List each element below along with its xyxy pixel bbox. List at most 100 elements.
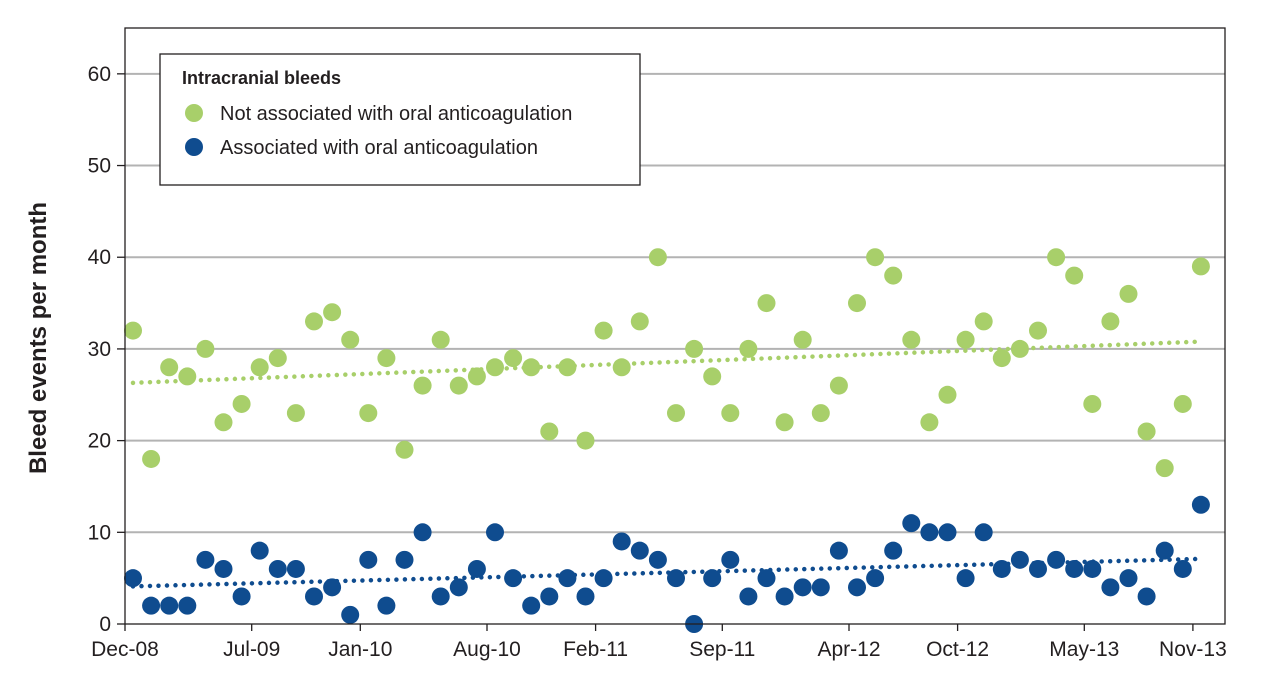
data-point-series-1 xyxy=(685,339,704,358)
data-point-series-1 xyxy=(884,266,903,285)
data-point-series-2 xyxy=(594,569,613,588)
legend-marker-associated xyxy=(185,138,203,156)
data-point-series-2 xyxy=(630,541,649,560)
data-point-series-1 xyxy=(956,330,975,349)
data-point-series-1 xyxy=(648,248,667,267)
data-point-series-2 xyxy=(648,550,667,569)
data-point-series-2 xyxy=(142,596,161,615)
data-points xyxy=(124,248,1210,633)
data-point-series-1 xyxy=(1101,312,1120,331)
data-point-series-2 xyxy=(1191,495,1210,514)
data-point-series-2 xyxy=(504,569,523,588)
y-axis-title: Bleed events per month xyxy=(25,202,52,474)
data-point-series-2 xyxy=(558,569,577,588)
data-point-series-2 xyxy=(1083,559,1102,578)
data-point-series-2 xyxy=(449,578,468,597)
y-tick-label: 30 xyxy=(88,338,111,361)
x-tick-label: Dec-08 xyxy=(91,638,159,661)
x-tick-label: Apr-12 xyxy=(817,638,880,661)
data-point-series-1 xyxy=(594,321,613,340)
data-point-series-1 xyxy=(1010,339,1029,358)
data-point-series-2 xyxy=(902,514,921,533)
data-point-series-1 xyxy=(504,349,523,368)
data-point-series-2 xyxy=(323,578,342,597)
data-point-series-2 xyxy=(486,523,504,542)
data-point-series-1 xyxy=(467,367,486,386)
axes: 0 10 20 30 40 50 60 Dec-08 Jul-09 Jan-10 Aug-10 Feb… xyxy=(88,63,1227,661)
y-tick-label: 40 xyxy=(88,246,111,269)
data-point-series-2 xyxy=(848,578,866,597)
data-point-series-2 xyxy=(1101,578,1120,597)
data-point-series-1 xyxy=(232,394,251,413)
data-point-series-2 xyxy=(124,569,142,588)
data-point-series-2 xyxy=(1010,550,1029,569)
trendline-series-2 xyxy=(130,556,1204,589)
data-point-series-1 xyxy=(848,294,866,313)
data-point-series-2 xyxy=(286,559,305,578)
data-point-series-1 xyxy=(1191,257,1210,276)
data-point-series-2 xyxy=(395,550,414,569)
data-point-series-2 xyxy=(178,596,197,615)
data-point-series-2 xyxy=(377,596,396,615)
data-point-series-2 xyxy=(522,596,541,615)
data-point-series-1 xyxy=(359,404,378,423)
data-point-series-1 xyxy=(1047,248,1066,267)
x-tick-label: Feb-11 xyxy=(563,638,628,661)
data-point-series-1 xyxy=(413,376,432,395)
data-point-series-2 xyxy=(1137,587,1156,606)
data-point-series-2 xyxy=(866,569,885,588)
data-point-series-2 xyxy=(359,550,378,569)
data-point-series-2 xyxy=(341,605,360,624)
data-point-series-2 xyxy=(160,596,179,615)
data-point-series-2 xyxy=(268,559,287,578)
legend-label-associated: Associated with oral anticoagulation xyxy=(220,137,538,159)
y-tick-label: 0 xyxy=(99,613,111,636)
data-point-series-2 xyxy=(1119,569,1138,588)
trendlines xyxy=(130,339,1204,589)
data-point-series-2 xyxy=(1029,559,1047,578)
data-point-series-2 xyxy=(884,541,903,560)
data-point-series-2 xyxy=(956,569,975,588)
data-point-series-1 xyxy=(793,330,812,349)
data-point-series-1 xyxy=(286,404,305,423)
data-point-series-1 xyxy=(866,248,885,267)
data-point-series-1 xyxy=(196,339,215,358)
data-point-series-2 xyxy=(467,559,486,578)
data-point-series-1 xyxy=(486,358,504,377)
data-point-series-1 xyxy=(1155,459,1174,478)
data-point-series-2 xyxy=(431,587,450,606)
data-point-series-2 xyxy=(576,587,595,606)
data-point-series-2 xyxy=(739,587,758,606)
y-tick-label: 20 xyxy=(88,430,111,453)
data-point-series-2 xyxy=(992,559,1011,578)
data-point-series-1 xyxy=(992,349,1011,368)
data-point-series-1 xyxy=(540,422,559,441)
data-point-series-1 xyxy=(1029,321,1047,340)
data-point-series-1 xyxy=(341,330,360,349)
data-point-series-1 xyxy=(1137,422,1156,441)
data-point-series-1 xyxy=(667,404,685,423)
data-point-series-1 xyxy=(377,349,396,368)
y-tick-label: 10 xyxy=(88,521,111,544)
y-tick-label: 60 xyxy=(88,63,111,86)
data-point-series-1 xyxy=(214,413,233,432)
data-point-series-1 xyxy=(142,449,161,468)
legend-label-not-associated: Not associated with oral anticoagulation xyxy=(220,103,572,125)
data-point-series-2 xyxy=(775,587,794,606)
x-tick-label: Nov-13 xyxy=(1159,638,1227,661)
data-point-series-2 xyxy=(540,587,559,606)
data-point-series-1 xyxy=(250,358,269,377)
legend: Intracranial bleeds Not associated with … xyxy=(159,53,641,186)
plot-area-frame xyxy=(124,27,1226,625)
data-point-series-2 xyxy=(196,550,215,569)
data-point-series-1 xyxy=(721,404,740,423)
legend-title: Intracranial bleeds xyxy=(182,68,341,88)
data-point-series-2 xyxy=(413,523,432,542)
data-point-series-1 xyxy=(974,312,993,331)
data-point-series-1 xyxy=(178,367,197,386)
data-point-series-2 xyxy=(829,541,848,560)
data-point-series-1 xyxy=(558,358,577,377)
data-point-series-1 xyxy=(1173,394,1192,413)
